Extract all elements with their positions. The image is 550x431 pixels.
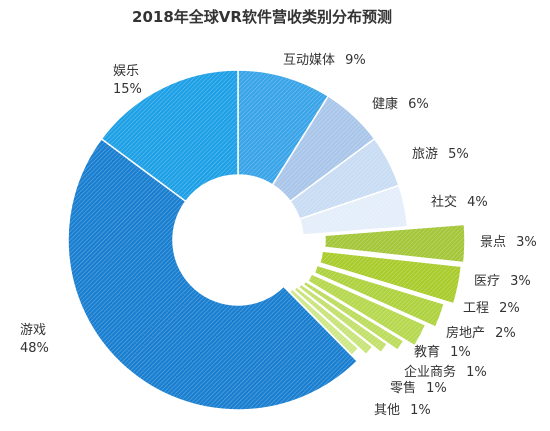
- slice-texture-11: [294, 286, 373, 355]
- slice-label-3: 旅游 5%: [412, 147, 469, 162]
- slice-texture-3: [290, 138, 400, 220]
- slice-category-label: 娱乐: [113, 64, 139, 79]
- slice-category-label: 零售: [390, 380, 416, 396]
- slice-percent-label: 1%: [422, 381, 447, 396]
- slice-texture-12: [289, 288, 359, 356]
- slice-texture-7: [314, 265, 445, 328]
- slice-texture-9: [303, 281, 404, 351]
- slice-7: [313, 264, 446, 329]
- slice-1: [237, 69, 330, 186]
- slice-category-label: 教育: [414, 344, 440, 360]
- slice-5: [323, 223, 466, 264]
- slice-label-12: 其他 1%: [374, 403, 431, 418]
- slice-texture-10: [298, 284, 388, 353]
- slice-label-5: 景点 3%: [480, 235, 537, 250]
- slice-6: [318, 250, 463, 305]
- slice-category-label: 工程: [463, 301, 489, 316]
- slice-texture-1: [238, 70, 329, 185]
- slice-texture-6: [319, 251, 462, 304]
- slice-4: [298, 184, 409, 236]
- slice-percent-label: 2%: [491, 326, 516, 341]
- slice-label-10: 企业商务 1%: [404, 364, 487, 380]
- slice-label-6: 医疗 3%: [474, 274, 531, 289]
- slice-percent-label: 9%: [341, 53, 366, 68]
- slice-label-13: 游戏 48%: [20, 323, 49, 356]
- slice-texture-5: [324, 224, 465, 263]
- slice-label-9: 教育 1%: [414, 344, 471, 360]
- slice-texture-4: [299, 185, 408, 235]
- slice-label-4: 社交 4%: [431, 194, 488, 210]
- slice-texture-2: [272, 95, 375, 202]
- slice-texture-8: [307, 273, 426, 346]
- slice-label-14: 娱乐 15%: [113, 64, 142, 97]
- slice-label-8: 房地产 2%: [446, 325, 516, 341]
- slice-category-label: 房地产: [446, 325, 485, 341]
- slice-category-label: 其他: [374, 403, 400, 418]
- slice-category-label: 旅游: [412, 147, 438, 162]
- slice-percent-label: 5%: [444, 147, 469, 162]
- slice-label-2: 健康 6%: [372, 96, 429, 112]
- slice-texture-14: [101, 70, 238, 202]
- slice-category-label: 游戏: [20, 323, 46, 338]
- slice-category-label: 景点: [480, 235, 506, 250]
- slice-label-1: 互动媒体 9%: [283, 53, 366, 68]
- slice-category-label: 互动媒体: [283, 53, 335, 68]
- slice-percent-label: 3%: [512, 235, 537, 250]
- slice-13: [67, 137, 359, 411]
- slice-category-label: 社交: [431, 194, 457, 210]
- slices-group: [67, 69, 466, 411]
- slice-category-label: 医疗: [474, 274, 500, 289]
- chart-title: 2018年全球VR软件营收类别分布预测: [132, 8, 392, 26]
- slice-percent-label: 15%: [113, 82, 142, 97]
- slice-14: [100, 69, 239, 203]
- slice-9: [302, 280, 405, 352]
- slice-category-label: 健康: [372, 96, 398, 112]
- slice-percent-label: 48%: [20, 341, 49, 356]
- slice-8: [306, 272, 427, 347]
- slice-label-7: 工程 2%: [463, 301, 520, 316]
- slice-percent-label: 4%: [463, 195, 488, 210]
- slice-texture-13: [67, 138, 358, 411]
- slice-percent-label: 6%: [404, 97, 429, 112]
- slice-category-label: 企业商务: [404, 364, 456, 380]
- slice-percent-label: 3%: [506, 274, 531, 289]
- slice-percent-label: 2%: [495, 301, 520, 316]
- slice-percent-label: 1%: [462, 365, 487, 380]
- labels-group: 互动媒体 9%健康 6%旅游 5%社交 4%景点 3%医疗 3%工程 2%房地产…: [20, 53, 537, 418]
- slice-percent-label: 1%: [406, 403, 431, 418]
- slice-label-11: 零售 1%: [390, 380, 447, 396]
- slice-percent-label: 1%: [446, 345, 471, 360]
